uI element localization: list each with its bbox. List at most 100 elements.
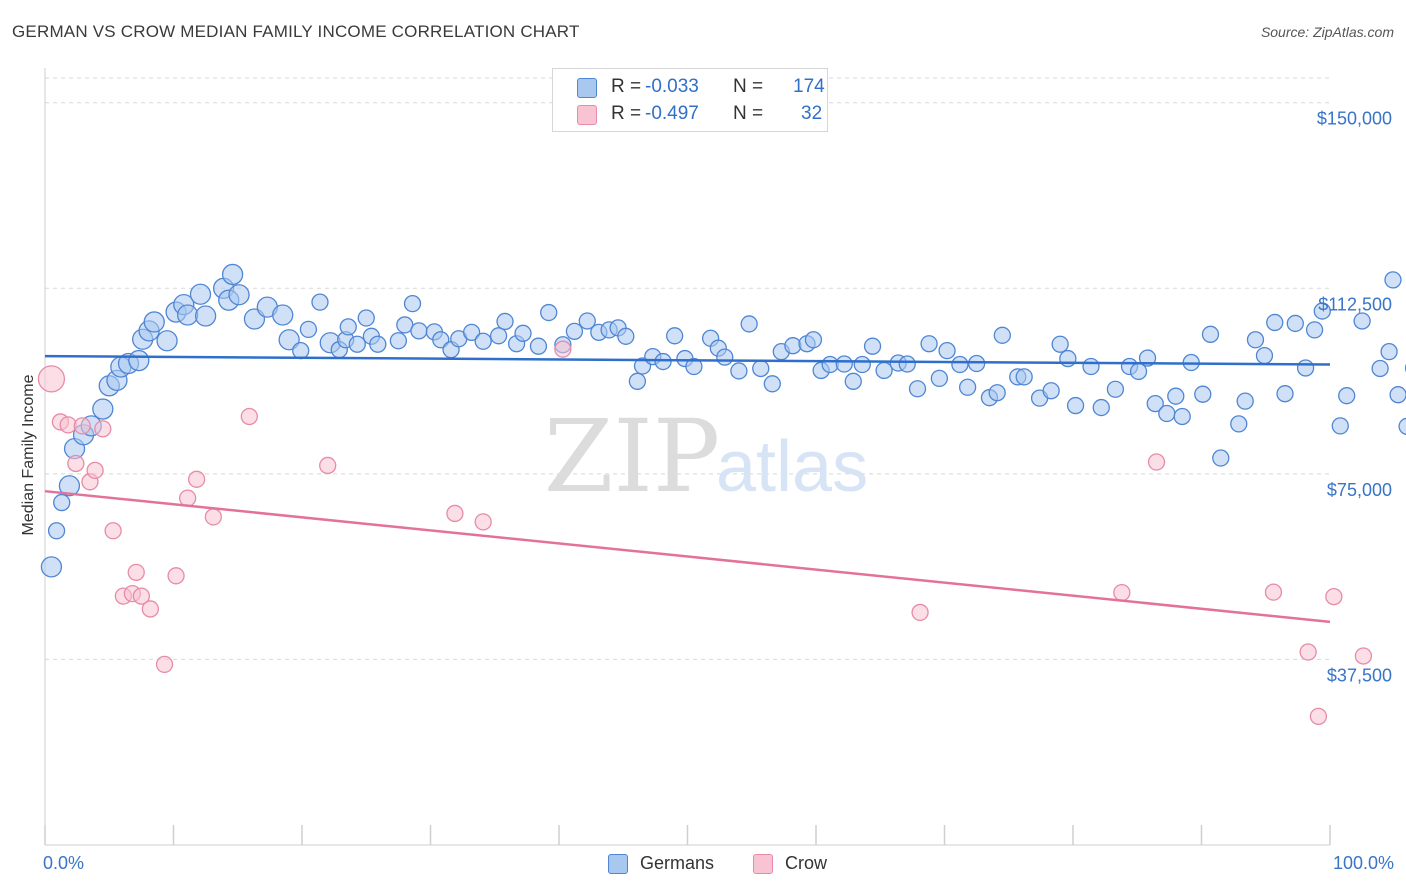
- german-point: [1042, 382, 1060, 400]
- german-point: [835, 355, 853, 373]
- crow-point: [446, 504, 464, 523]
- german-trendline: [44, 354, 1331, 366]
- n-label: N =: [733, 76, 764, 97]
- german-point: [666, 327, 684, 345]
- chart-title: GERMAN VS CROW MEDIAN FAMILY INCOME CORR…: [12, 22, 580, 41]
- german-point: [993, 326, 1011, 344]
- germans-swatch: [608, 854, 628, 874]
- crow-point: [1147, 453, 1166, 471]
- crow-points: [37, 340, 1373, 725]
- watermark: ZIP atlas: [544, 398, 868, 515]
- germans-swatch: [577, 78, 597, 98]
- axes: [44, 68, 1331, 846]
- watermark-zip: ZIP: [544, 398, 720, 515]
- crow-point: [240, 407, 258, 426]
- german-point: [804, 331, 823, 349]
- crow-point: [67, 454, 85, 473]
- series-legend: Germans Crow: [0, 852, 1406, 878]
- crow-point: [94, 420, 112, 438]
- german-point: [489, 327, 508, 345]
- crow-point: [132, 587, 151, 605]
- german-point: [514, 324, 532, 342]
- german-point: [1230, 415, 1248, 433]
- crow-point: [474, 513, 492, 531]
- y-tick-label: $112,500: [1318, 294, 1392, 314]
- german-point: [908, 380, 927, 398]
- correlation-legend: R = -0.033 N = 174 R = -0.497 N = 32: [552, 68, 828, 132]
- german-point: [1353, 312, 1371, 330]
- german-point: [357, 309, 375, 327]
- german-point: [716, 348, 734, 366]
- german-point: [1305, 321, 1324, 339]
- german-point: [1398, 417, 1406, 435]
- y-tick-label: $37,500: [1327, 665, 1392, 685]
- german-point: [1015, 368, 1033, 386]
- germans-label: Germans: [640, 853, 715, 873]
- crow-point: [204, 508, 222, 526]
- german-point: [951, 355, 969, 374]
- crow-swatch: [577, 105, 597, 125]
- x-tick-label-min: 0.0%: [43, 853, 84, 873]
- german-point: [1201, 325, 1220, 343]
- german-point: [462, 323, 481, 341]
- german-point: [967, 354, 986, 373]
- german-point: [1236, 392, 1254, 410]
- crow-point: [554, 340, 572, 358]
- crow-point: [104, 522, 122, 540]
- german-point: [938, 342, 956, 360]
- german-point: [1106, 380, 1125, 398]
- german-point: [1167, 387, 1185, 405]
- source-label: Source: ZipAtlas.com: [1260, 24, 1394, 40]
- german-point: [958, 378, 977, 396]
- german-point: [278, 329, 300, 351]
- german-point: [1331, 417, 1349, 435]
- crow-point: [178, 489, 197, 507]
- german-point: [863, 337, 882, 355]
- german-point: [1066, 396, 1085, 415]
- german-point: [1276, 385, 1294, 403]
- crow-point: [127, 563, 145, 581]
- n-value: 174: [793, 76, 825, 97]
- german-point: [176, 304, 199, 326]
- german-point: [474, 332, 492, 350]
- crow-point: [1299, 643, 1317, 661]
- german-point: [740, 315, 758, 333]
- crow-point: [167, 567, 185, 585]
- crow-point: [319, 456, 337, 475]
- german-point: [685, 357, 703, 376]
- german-point: [988, 384, 1006, 402]
- tick-labels: $37,500 $75,000 $112,500 $150,000 0.0% 100.0%: [43, 109, 1394, 873]
- german-point: [1338, 387, 1356, 405]
- german-point: [540, 303, 558, 322]
- crow-point: [911, 603, 929, 622]
- german-point: [1246, 331, 1265, 349]
- german-points: [40, 263, 1406, 578]
- german-point: [92, 398, 114, 420]
- german-point: [339, 318, 357, 336]
- german-point: [403, 294, 422, 313]
- german-point: [1255, 346, 1274, 365]
- german-point: [1286, 314, 1304, 333]
- x-tick-label-max: 100.0%: [1333, 853, 1394, 873]
- crow-point: [73, 417, 91, 435]
- german-point: [189, 283, 212, 305]
- german-point: [930, 369, 949, 388]
- german-point: [348, 335, 366, 353]
- n-value: 32: [801, 103, 823, 124]
- german-point: [1384, 271, 1402, 289]
- crow-point: [37, 365, 66, 393]
- german-point: [565, 322, 584, 341]
- german-point: [194, 305, 217, 327]
- german-point: [292, 342, 310, 360]
- german-point: [53, 493, 71, 512]
- german-point: [156, 330, 178, 352]
- german-point: [898, 355, 916, 373]
- crow-swatch: [753, 854, 773, 874]
- german-point: [143, 311, 165, 333]
- german-point: [853, 355, 871, 374]
- german-point: [1092, 398, 1110, 417]
- crow-point: [155, 655, 174, 674]
- german-point: [1173, 407, 1191, 426]
- german-point: [299, 320, 318, 339]
